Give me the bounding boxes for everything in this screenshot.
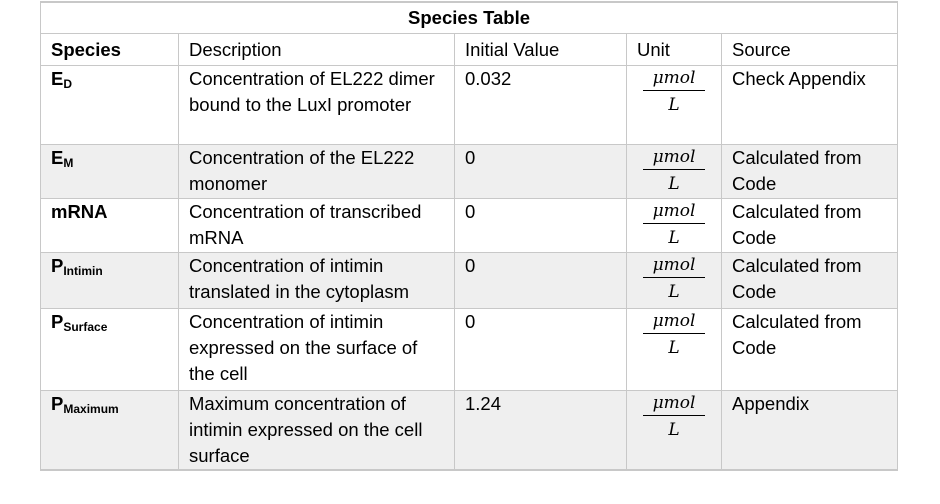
header-source: Source: [720, 33, 899, 66]
source-cell: Calculated from Code: [720, 252, 899, 309]
table-row: PMaximum Maximum concentration of intimi…: [40, 390, 899, 471]
unit-cell: μmol L: [626, 65, 722, 145]
header-description: Description: [178, 33, 455, 66]
source-cell: Calculated from Code: [720, 308, 899, 391]
table-row: EM Concentration of the EL222 monomer 0 …: [40, 144, 899, 199]
species-symbol: ED: [51, 68, 73, 91]
header-unit: Unit: [626, 33, 722, 66]
species-cell: PMaximum: [40, 390, 179, 471]
initial-value-cell: 1.24: [454, 390, 627, 471]
unit-cell: μmol L: [626, 252, 722, 309]
species-symbol: PSurface: [51, 311, 108, 334]
species-cell: mRNA: [40, 198, 179, 253]
source-cell: Check Appendix: [720, 65, 899, 145]
description-cell: Concentration of EL222 dimer bound to th…: [178, 65, 455, 145]
initial-value-cell: 0.032: [454, 65, 627, 145]
unit-cell: μmol L: [626, 390, 722, 471]
unit-cell: μmol L: [626, 308, 722, 391]
unit-fraction: μmol L: [643, 309, 705, 360]
unit-fraction: μmol L: [643, 253, 705, 304]
description-cell: Maximum concentration of intimin express…: [178, 390, 455, 471]
source-cell: Appendix: [720, 390, 899, 471]
table-row: mRNA Concentration of transcribed mRNA 0…: [40, 198, 899, 253]
description-cell: Concentration of the EL222 monomer: [178, 144, 455, 199]
table-title: Species Table: [39, 1, 899, 34]
source-cell: Calculated from Code: [720, 144, 899, 199]
species-cell: ED: [40, 65, 179, 145]
species-symbol: EM: [51, 147, 74, 170]
unit-cell: μmol L: [626, 198, 722, 253]
unit-fraction: μmol L: [643, 391, 705, 442]
species-table: Species Table Species Description Initia…: [39, 1, 899, 471]
unit-fraction: μmol L: [643, 66, 705, 117]
species-symbol: PMaximum: [51, 393, 119, 416]
description-cell: Concentration of intimin expressed on th…: [178, 308, 455, 391]
table-header-row: Species Description Initial Value Unit S…: [40, 33, 899, 66]
description-cell: Concentration of transcribed mRNA: [178, 198, 455, 253]
table-title-row: Species Table: [39, 1, 899, 34]
description-cell: Concentration of intimin translated in t…: [178, 252, 455, 309]
initial-value-cell: 0: [454, 198, 627, 253]
source-cell: Calculated from Code: [720, 198, 899, 253]
species-cell: PSurface: [40, 308, 179, 391]
unit-fraction: μmol L: [643, 145, 705, 196]
header-initial-value: Initial Value: [454, 33, 627, 66]
initial-value-cell: 0: [454, 252, 627, 309]
initial-value-cell: 0: [454, 308, 627, 391]
species-cell: EM: [40, 144, 179, 199]
unit-fraction: μmol L: [643, 199, 705, 250]
table-row: PSurface Concentration of intimin expres…: [40, 308, 899, 391]
header-species: Species: [40, 33, 179, 66]
table-row: PIntimin Concentration of intimin transl…: [40, 252, 899, 309]
species-cell: PIntimin: [40, 252, 179, 309]
initial-value-cell: 0: [454, 144, 627, 199]
species-symbol: PIntimin: [51, 255, 103, 278]
table-row: ED Concentration of EL222 dimer bound to…: [40, 65, 899, 145]
species-symbol: mRNA: [51, 201, 108, 222]
unit-cell: μmol L: [626, 144, 722, 199]
